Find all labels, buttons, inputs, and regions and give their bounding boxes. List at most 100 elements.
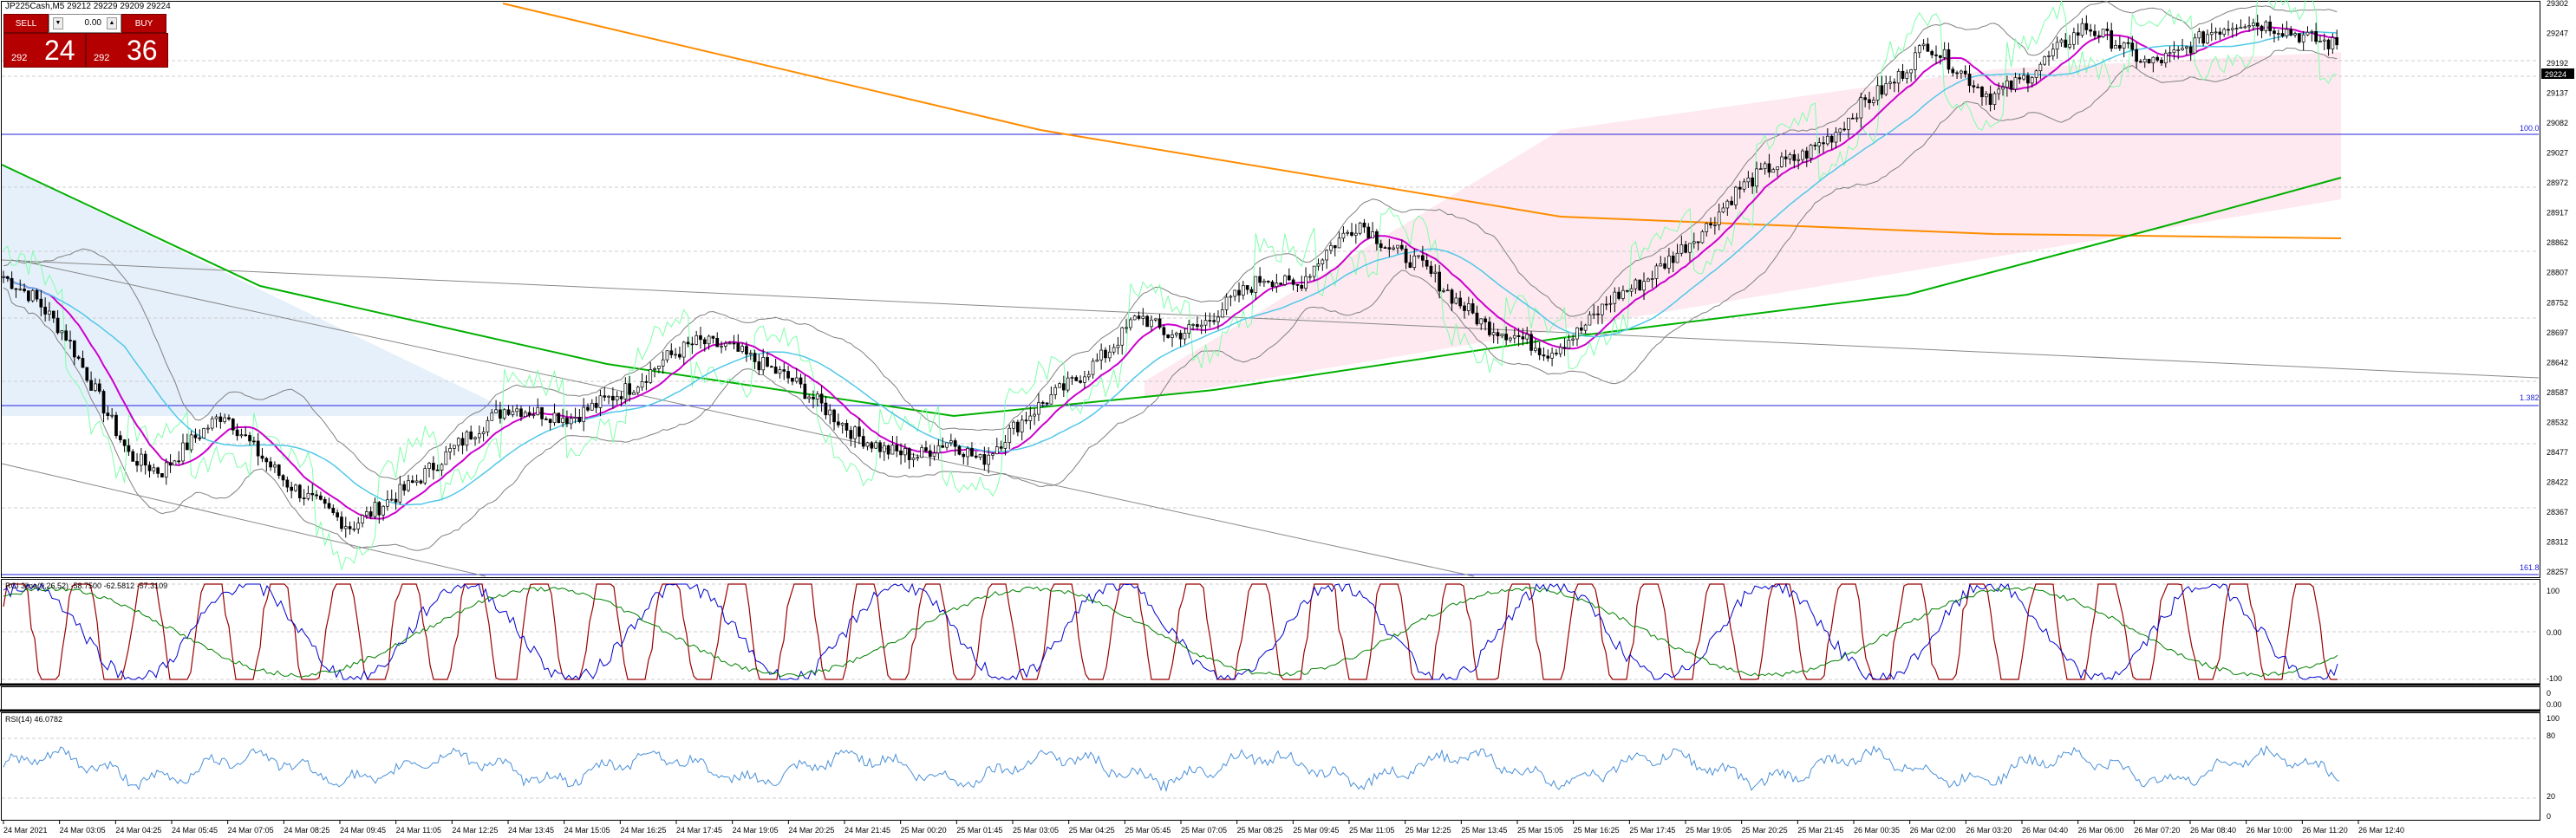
candle-body <box>807 396 812 400</box>
candle-body <box>861 436 865 447</box>
candle-body <box>2326 39 2331 49</box>
candle-body <box>661 359 665 367</box>
candle-body <box>2280 33 2285 36</box>
candle-body <box>1404 248 1408 263</box>
candle-body <box>1254 276 1258 293</box>
candle-body <box>2322 39 2326 42</box>
candle-body <box>819 393 824 404</box>
candle-body <box>519 408 523 417</box>
time-axis-label: 26 Mar 02:00 <box>1910 826 1956 835</box>
candle-body <box>231 419 235 431</box>
ask-price-button[interactable]: 292 36 <box>86 33 168 68</box>
time-axis-label: 25 Mar 01:45 <box>956 826 1002 835</box>
bid-price-button[interactable]: 292 24 <box>3 33 86 68</box>
candle-body <box>1984 93 1988 98</box>
candle-body <box>2305 31 2310 36</box>
candle-body <box>1183 333 1187 340</box>
candle-body <box>1132 315 1137 321</box>
volume-value[interactable]: 0.00 <box>84 18 101 28</box>
candle-body <box>1575 327 1579 340</box>
candle-body <box>1955 72 1959 75</box>
candle-body <box>1208 320 1212 322</box>
candle-body <box>410 480 414 484</box>
candle-body <box>239 434 244 437</box>
candle-body <box>2038 63 2043 72</box>
candle-body <box>444 451 448 465</box>
candle-body <box>214 416 218 419</box>
trend-line <box>1 259 2540 379</box>
candle-body <box>903 448 907 456</box>
candle-body <box>603 395 607 398</box>
candle-body <box>1755 168 1758 187</box>
candle-body <box>2255 23 2260 27</box>
volume-field[interactable]: ▼ 0.00 ▲ <box>49 14 121 33</box>
candle-body <box>1496 332 1500 337</box>
candle-body <box>1509 337 1512 341</box>
rci-title: RCI 3line(9,26,52) -58.7500 -62.5812 -57… <box>5 581 167 590</box>
time-axis-label: 26 Mar 06:00 <box>2078 826 2124 835</box>
buy-button[interactable]: BUY <box>121 14 166 33</box>
candle-body <box>35 289 39 300</box>
candle-body <box>1150 319 1153 328</box>
candle-body <box>1049 394 1053 405</box>
candle-body <box>423 468 427 484</box>
candle-body <box>1079 380 1082 383</box>
candle-body <box>1366 226 1371 239</box>
time-axis-label: 25 Mar 15:05 <box>1517 826 1563 835</box>
candle-body <box>858 426 861 437</box>
candle-body <box>1675 252 1679 263</box>
candle-body <box>1596 313 1600 315</box>
volume-up-icon[interactable]: ▲ <box>107 17 117 29</box>
volume-down-icon[interactable]: ▼ <box>53 17 63 29</box>
candle-body <box>1684 244 1688 253</box>
candle-body <box>794 377 799 382</box>
candle-body <box>1433 271 1438 274</box>
candle-body <box>160 473 164 477</box>
candle-body <box>874 442 878 449</box>
candle-body <box>1625 289 1629 292</box>
candle-body <box>699 335 702 341</box>
rci-fast-line <box>3 583 2338 680</box>
candle-body <box>773 367 778 374</box>
candle-body <box>552 413 557 423</box>
candle-body <box>949 440 953 444</box>
candle-body <box>695 335 699 345</box>
candle-body <box>27 290 30 302</box>
candle-body <box>2293 33 2297 36</box>
candle-body <box>656 366 661 369</box>
candle-body <box>1266 281 1270 283</box>
candle-body <box>1763 163 1767 170</box>
candle-body <box>745 346 748 355</box>
candle-body <box>1040 402 1045 404</box>
candle-body <box>1905 72 1909 79</box>
candle-body <box>227 417 231 419</box>
candle-body <box>1421 255 1425 261</box>
candle-body <box>1053 387 1058 395</box>
candle-body <box>911 457 916 460</box>
bid-price-small: 292 <box>11 53 28 63</box>
candle-body <box>1350 231 1353 236</box>
candle-body <box>1825 135 1829 145</box>
candle-body <box>1758 168 1763 171</box>
candle-body <box>1847 117 1850 130</box>
candle-body <box>2331 37 2335 49</box>
candle-body <box>2318 40 2322 42</box>
sell-button[interactable]: SELL <box>3 14 49 33</box>
candle-body <box>2 276 5 278</box>
candle-body <box>899 450 903 456</box>
candle-body <box>1776 166 1779 171</box>
candle-body <box>1558 347 1562 354</box>
candle-body <box>2114 45 2117 49</box>
candle-body <box>1341 232 1346 239</box>
candle-body <box>1120 327 1125 346</box>
candle-body <box>473 437 477 439</box>
candle-body <box>1279 283 1283 285</box>
candle-body <box>285 479 290 488</box>
candle-body <box>1571 338 1575 341</box>
rsi-level-100: 100 <box>2547 714 2560 723</box>
time-axis-label: 24 Mar 09:45 <box>340 826 386 835</box>
candle-body <box>936 445 941 454</box>
candle-body <box>1692 241 1696 244</box>
candle-body <box>1859 97 1863 119</box>
